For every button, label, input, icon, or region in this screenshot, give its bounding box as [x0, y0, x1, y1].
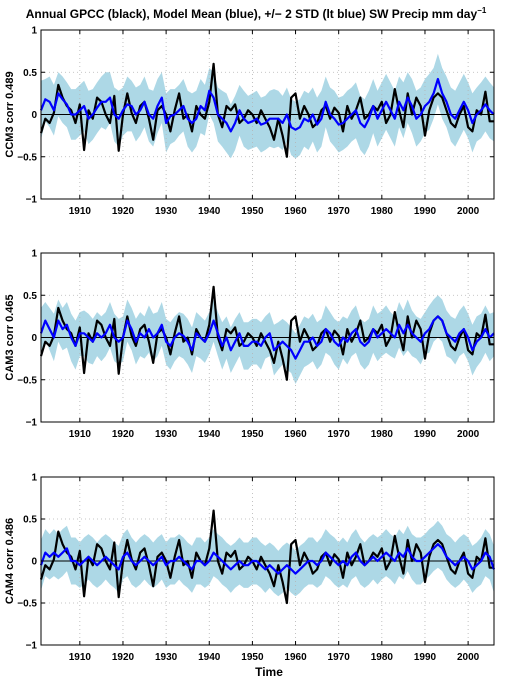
figure-title: Annual GPCC (black), Model Mean (blue), … — [26, 6, 487, 21]
chart-panel-1: 1910 1920 1930 1940 1950 1960 1970 1980 1990 2000… — [4, 26, 495, 217]
y-axis-label: CAM4 corr 0.486 — [4, 518, 16, 604]
x-tick-label: 1920 — [112, 652, 135, 663]
x-tick-label: 1910 — [69, 652, 92, 663]
spread-band — [41, 295, 494, 384]
y-tick-label: 1 — [31, 249, 37, 260]
figure-title-text: Annual GPCC (black), Model Mean (blue), … — [26, 7, 478, 21]
x-tick-label: 1930 — [155, 652, 178, 663]
x-tick-label: 1990 — [414, 652, 437, 663]
x-tick-label: 2000 — [457, 652, 480, 663]
x-tick-label: 1960 — [284, 652, 307, 663]
x-tick-label: 1960 — [284, 429, 307, 440]
x-tick-label: 1910 — [69, 429, 92, 440]
series-gpcc-line — [39, 285, 494, 381]
x-tick-label: 1980 — [371, 206, 394, 217]
x-axis-label: Time — [255, 665, 283, 679]
y-tick-label: 0.5 — [23, 68, 37, 79]
series-model-mean-line — [39, 315, 495, 360]
y-tick-label: −0.5 — [17, 599, 37, 610]
y-axis-label: CCM3 corr 0.489 — [4, 71, 16, 157]
x-tick-label: 1980 — [371, 652, 394, 663]
y-tick-label: −0.5 — [17, 152, 37, 163]
x-tick-label: 1940 — [198, 652, 221, 663]
x-tick-label: 1960 — [284, 206, 307, 217]
x-tick-label: 1920 — [112, 206, 135, 217]
y-tick-label: 0.5 — [23, 291, 37, 302]
x-tick-label: 1940 — [198, 429, 221, 440]
series-model-mean-line — [39, 543, 496, 575]
series-gpcc-line — [39, 509, 494, 605]
y-tick-label: 1 — [31, 473, 37, 484]
y-tick-label: 0 — [31, 333, 37, 344]
x-tick-label: 1950 — [241, 206, 264, 217]
x-tick-label: 1990 — [414, 206, 437, 217]
x-tick-label: 1980 — [371, 429, 394, 440]
series-gpcc-line — [39, 62, 494, 158]
x-tick-label: 1970 — [328, 429, 351, 440]
y-tick-label: 0 — [31, 110, 37, 121]
figure-title-superscript: −1 — [477, 6, 487, 15]
x-tick-label: 1940 — [198, 206, 221, 217]
x-tick-label: 1950 — [241, 429, 264, 440]
x-tick-label: 1970 — [328, 206, 351, 217]
x-tick-label: 1930 — [155, 206, 178, 217]
chart-panel-3: 1910 1920 1930 1940 1950 1960 1970 1980 1990 2000… — [4, 473, 496, 663]
x-tick-label: 1910 — [69, 206, 92, 217]
series-model-mean-line — [39, 77, 495, 133]
x-tick-label: 1950 — [241, 652, 264, 663]
y-tick-label: −1 — [26, 195, 38, 206]
y-axis-label: CAM3 corr 0.465 — [4, 294, 16, 380]
x-tick-label: 1970 — [328, 652, 351, 663]
y-tick-label: −0.5 — [17, 375, 37, 386]
y-tick-label: 0 — [31, 557, 37, 568]
x-tick-label: 2000 — [457, 429, 480, 440]
y-tick-label: −1 — [26, 418, 38, 429]
x-tick-label: 1990 — [414, 429, 437, 440]
x-tick-label: 1930 — [155, 429, 178, 440]
y-tick-label: −1 — [26, 641, 38, 652]
chart-panels: 1910 1920 1930 1940 1950 1960 1970 1980 1990 2000… — [4, 26, 496, 663]
chart-panel-2: 1910 1920 1930 1940 1950 1960 1970 1980 1990 2000… — [4, 249, 495, 440]
y-tick-label: 0.5 — [23, 515, 37, 526]
x-tick-label: 2000 — [457, 206, 480, 217]
x-tick-label: 1920 — [112, 429, 135, 440]
y-tick-label: 1 — [31, 26, 37, 37]
